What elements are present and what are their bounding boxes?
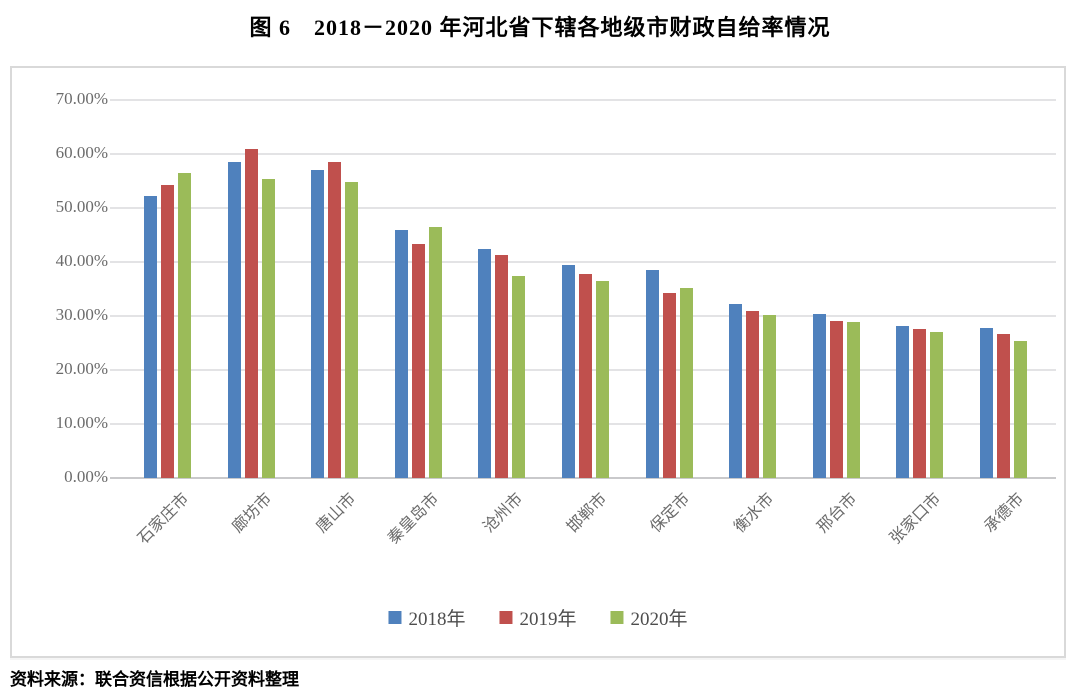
bar-2018年-张家口市 bbox=[896, 326, 910, 478]
chart-canvas: 0.00% 10.00% 20.00% 30.00% 40.00% 50.00% 60.00… bbox=[10, 66, 1066, 658]
gridline-0.00% bbox=[110, 477, 1056, 479]
bar-2019年-邢台市 bbox=[829, 320, 843, 478]
bar-2018年-秦皇岛市 bbox=[394, 230, 408, 478]
legend: 2018年 2019年 2020年 bbox=[388, 604, 688, 631]
bar-2019年-张家口市 bbox=[913, 328, 927, 478]
bar-2020年-唐山市 bbox=[345, 182, 359, 478]
bar-2018年-承德市 bbox=[979, 327, 993, 478]
bar-2018年-衡水市 bbox=[729, 304, 743, 478]
legend-label: 2018年 bbox=[408, 609, 466, 630]
bar-2020年-廊坊市 bbox=[261, 179, 275, 478]
bar-2019年-邯郸市 bbox=[579, 273, 592, 478]
bar-2020年-承德市 bbox=[1013, 340, 1027, 478]
bar-2018年-邯郸市 bbox=[562, 265, 575, 478]
bar-2018年-邢台市 bbox=[812, 313, 826, 478]
y-axis-label: 30.00% bbox=[55, 305, 108, 324]
bar-2019年-承德市 bbox=[996, 333, 1010, 478]
y-axis-label: 70.00% bbox=[55, 89, 108, 108]
y-axis-label: 50.00% bbox=[55, 197, 108, 216]
bar-2020年-邢台市 bbox=[846, 321, 860, 478]
bar-2019年-衡水市 bbox=[746, 310, 760, 478]
legend-item-2018年: 2018年 bbox=[388, 604, 465, 631]
y-axis-label: 0.00% bbox=[64, 467, 108, 486]
gridline-70.00% bbox=[110, 99, 1056, 101]
gridline-50.00% bbox=[110, 207, 1056, 209]
bar-2019年-沧州市 bbox=[495, 254, 509, 478]
bar-2018年-唐山市 bbox=[311, 170, 325, 478]
bar-2019年-保定市 bbox=[662, 292, 676, 478]
bar-2020年-秦皇岛市 bbox=[428, 226, 442, 478]
bar-2019年-唐山市 bbox=[328, 162, 342, 478]
legend-swatch-icon bbox=[388, 611, 402, 624]
bar-2018年-廊坊市 bbox=[227, 162, 241, 478]
y-axis-label: 20.00% bbox=[55, 359, 108, 378]
gridline-40.00% bbox=[110, 261, 1056, 263]
legend-label: 2019年 bbox=[519, 609, 577, 630]
bar-2018年-沧州市 bbox=[478, 249, 492, 478]
bar-2020年-衡水市 bbox=[763, 314, 777, 478]
bar-2018年-保定市 bbox=[645, 270, 659, 478]
legend-item-2020年: 2020年 bbox=[610, 604, 688, 631]
chart-title: 图 6 2018－2020 年河北省下辖各地级市财政自给率情况 bbox=[249, 15, 831, 40]
y-axis-label: 40.00% bbox=[55, 251, 108, 270]
bar-2019年-廊坊市 bbox=[244, 149, 258, 478]
legend-swatch-icon bbox=[499, 611, 513, 624]
bar-2020年-保定市 bbox=[679, 288, 693, 478]
bar-2020年-邯郸市 bbox=[596, 280, 609, 478]
legend-swatch-icon bbox=[610, 611, 624, 624]
y-axis-label: 10.00% bbox=[55, 413, 108, 432]
legend-item-2019年: 2019年 bbox=[499, 604, 577, 631]
gridline-60.00% bbox=[110, 153, 1056, 155]
bar-2020年-沧州市 bbox=[512, 275, 526, 478]
bar-2018年-石家庄市 bbox=[144, 196, 158, 478]
legend-label: 2020年 bbox=[630, 609, 688, 630]
bar-2019年-石家庄市 bbox=[161, 185, 175, 478]
bar-2019年-秦皇岛市 bbox=[411, 243, 425, 478]
y-axis-label: 60.00% bbox=[55, 143, 108, 162]
bar-2020年-张家口市 bbox=[930, 331, 944, 478]
bar-2020年-石家庄市 bbox=[178, 173, 192, 478]
source-note: 资料来源：联合资信根据公开资料整理 bbox=[10, 670, 299, 689]
